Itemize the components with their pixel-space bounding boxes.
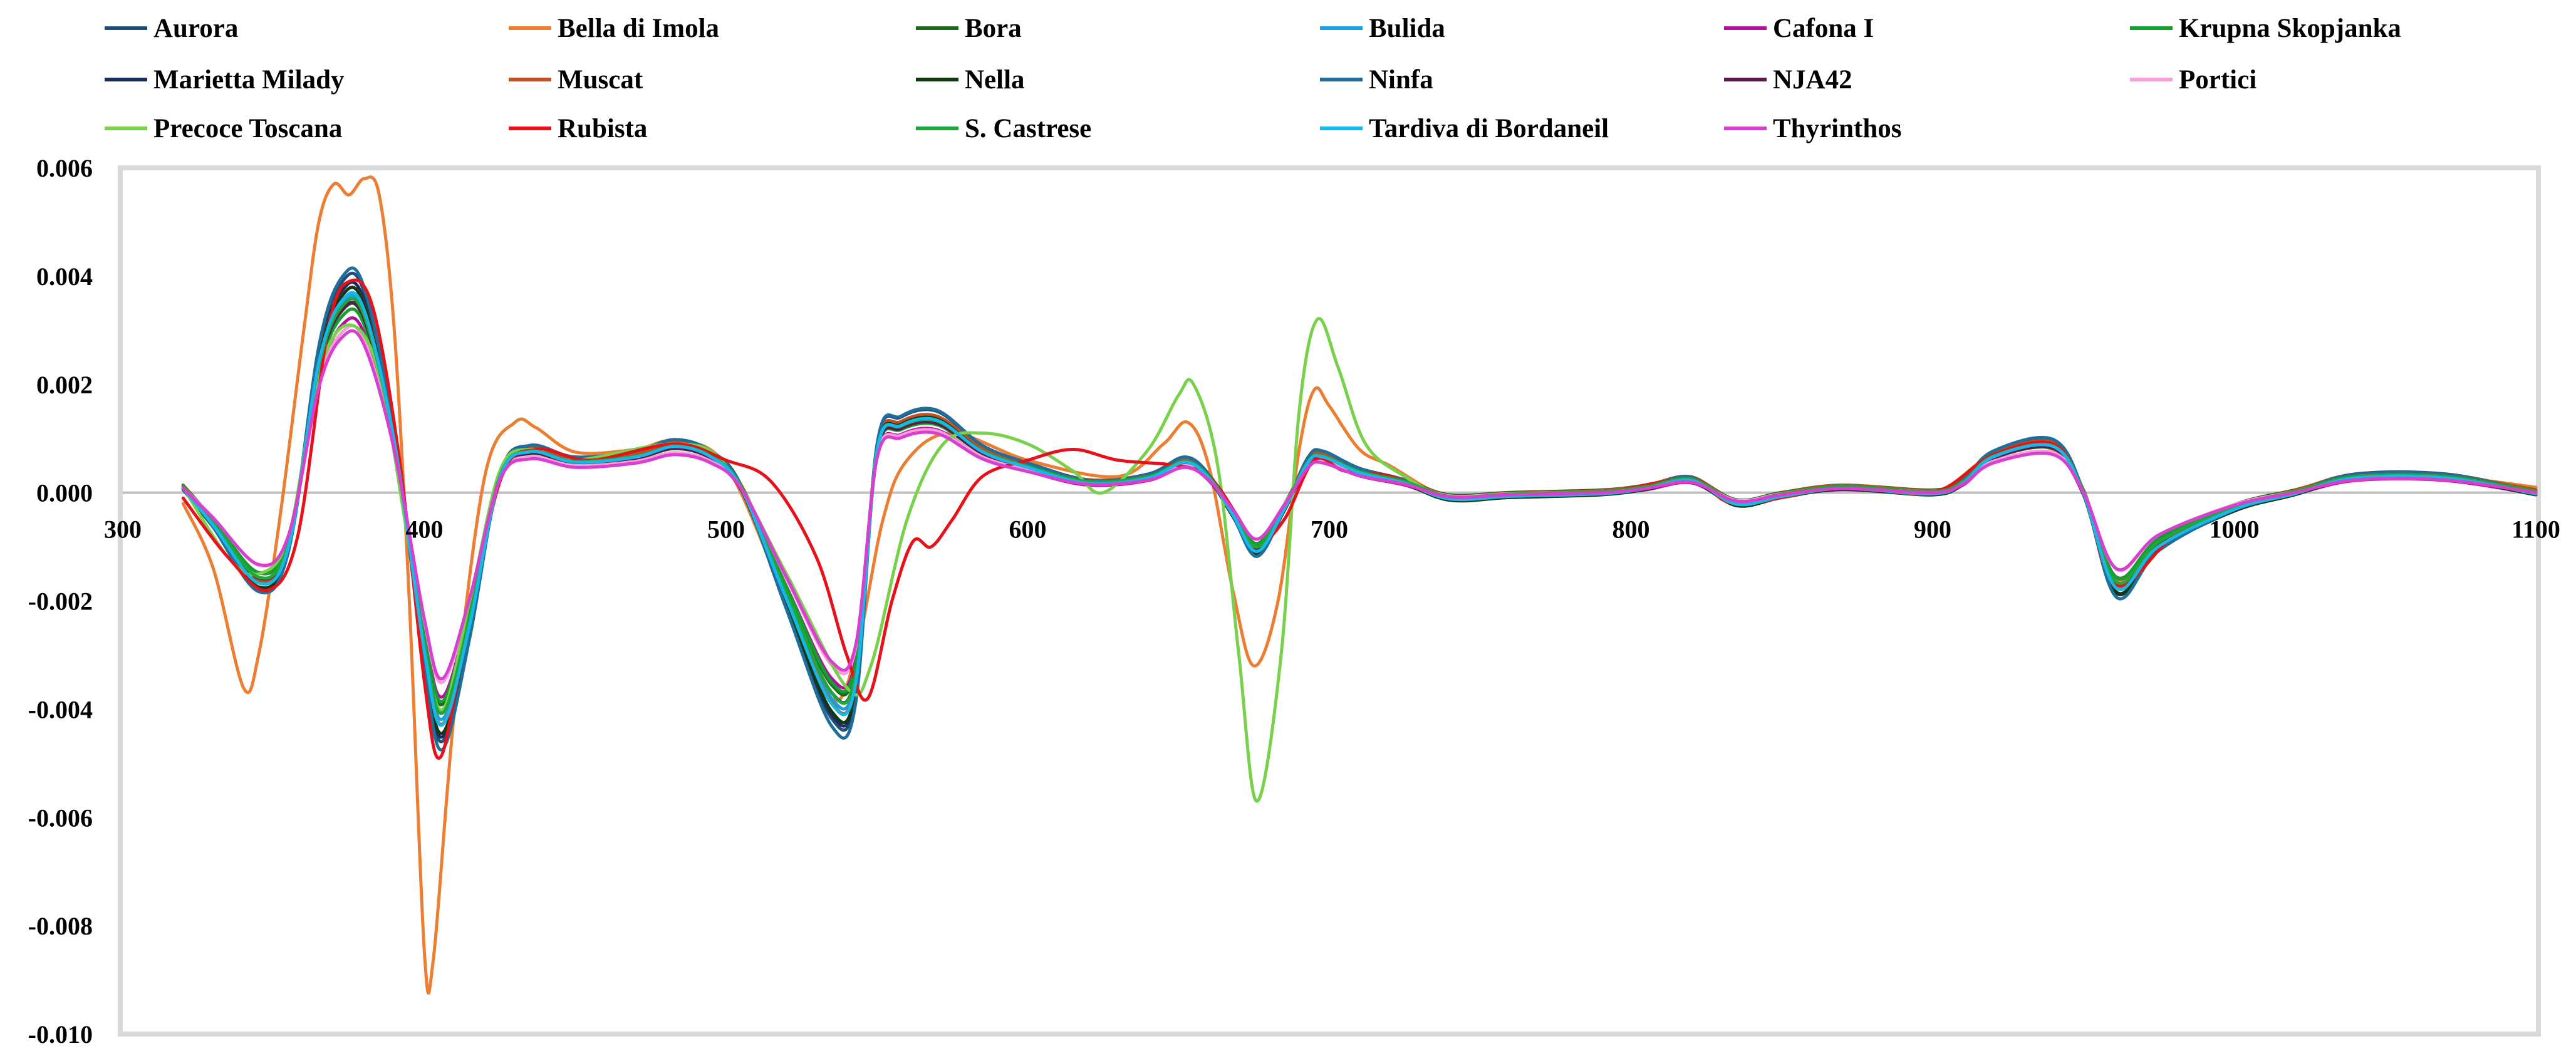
legend-label: NJA42 [1773,65,1852,95]
x-tick-label: 900 [1914,515,1951,544]
legend-label: Muscat [558,65,643,95]
series-line-bella-di-imola [181,175,2538,995]
legend-label: Portici [2179,65,2257,95]
plot-area-border [118,165,2541,1037]
legend: Aurora Bella di Imola Bora Bulida Cafona I Kr… [105,14,2401,143]
legend-label: Bora [965,14,1022,43]
series-line-nella [181,286,2538,735]
series-line-aurora [181,271,2538,743]
x-tick-label: 1000 [2210,515,2260,544]
legend-label: Tardiva di Bordaneil [1369,114,1609,143]
y-tick-label: 0.006 [36,154,93,182]
series-line-muscat [181,286,2538,726]
series-line-ninfa [181,266,2538,752]
legend-label: Krupna Skopjanka [2179,14,2401,43]
y-tick-label: -0.010 [28,1020,93,1048]
series-line-s-castrese [181,297,2538,715]
series-line-marietta-milady [181,280,2538,739]
y-tick-label: 0.000 [36,479,93,507]
x-tick-label: 1100 [2511,515,2560,544]
series-line-tardiva-di-bordaneil [181,291,2538,727]
x-tick-label: 800 [1613,515,1650,544]
series-line-bulida [181,294,2538,721]
x-tick-label: 700 [1311,515,1348,544]
legend-label: Thyrinthos [1773,114,1902,143]
x-tick-label: 400 [406,515,444,544]
x-tick-label: 500 [707,515,745,544]
series-lines [181,175,2538,995]
y-tick-label: -0.002 [28,587,93,616]
y-tick-label: -0.006 [28,804,93,832]
series-line-portici [181,324,2538,685]
legend-label: Bella di Imola [558,14,719,43]
y-tick-label: -0.008 [28,912,93,940]
series-line-bora [181,301,2538,706]
series-line-thyrinthos [181,329,2538,681]
y-tick-label: 0.004 [36,262,93,291]
y-tick-label: -0.004 [28,695,93,723]
legend-label: S. Castrese [965,114,1091,143]
y-tick-label: 0.002 [36,371,93,399]
legend-label: Ninfa [1369,65,1433,95]
x-tick-label: 600 [1009,515,1047,544]
x-tick-label: 300 [104,515,142,544]
legend-label: Rubista [558,114,647,143]
series-line-krupna-skopjanka [181,307,2538,703]
series-line-nja42 [181,301,2538,715]
legend-label: Cafona I [1773,14,1874,43]
y-axis-tick-labels: 0.006 0.004 0.002 0.000 -0.002 -0.004 -0.006 -0… [28,154,93,1048]
series-line-cafona-i [181,316,2538,699]
series-line-precoce-toscana [181,316,2538,803]
series-line-rubista [181,278,2538,760]
x-axis-tick-labels: 300 400 500 600 700 800 900 1000 1100 [104,515,2560,544]
legend-label: Bulida [1369,14,1445,43]
legend-label: Marietta Milady [153,65,345,95]
legend-label: Aurora [153,14,238,43]
legend-label: Nella [965,65,1025,95]
legend-label: Precoce Toscana [153,114,342,143]
